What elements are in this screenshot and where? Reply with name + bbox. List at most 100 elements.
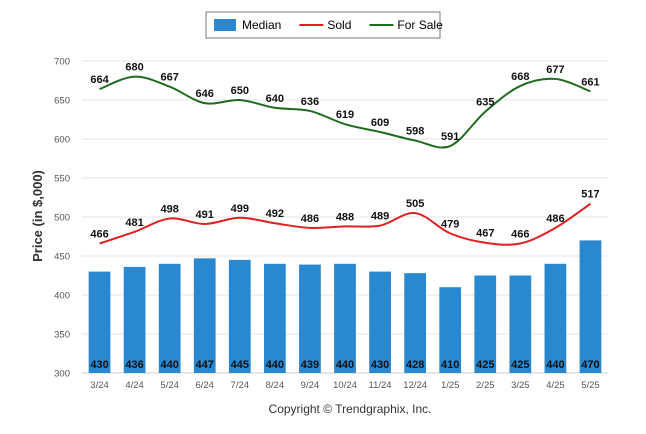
x-tick-label: 6/24 — [195, 380, 214, 391]
sold-value-label: 499 — [231, 203, 249, 215]
median-bar-value: 436 — [125, 359, 143, 371]
sold-value-label: 488 — [336, 211, 354, 223]
for-sale-value-label: 680 — [125, 62, 143, 74]
x-tick-label: 9/24 — [301, 380, 320, 391]
sold-value-label: 486 — [301, 213, 319, 225]
for-sale-value-label: 609 — [371, 117, 389, 129]
median-bars — [88, 240, 602, 373]
y-axis-label: Price (in $,000) — [30, 170, 45, 262]
sold-value-label: 491 — [196, 209, 214, 221]
median-bar-value: 428 — [406, 359, 424, 371]
series-lines — [99, 75, 592, 246]
legend-label-median: Median — [242, 18, 281, 32]
sold-value-label: 479 — [441, 218, 459, 230]
x-tick-label: 3/24 — [90, 380, 109, 391]
median-bar-labels: 430 436 440 447 445 440 439 440 430 428 410 425 425 4… — [90, 359, 599, 371]
y-axis-ticks: 300 350 400 450 500 550 600 650 700 — [54, 57, 70, 380]
median-bar — [509, 275, 532, 373]
sold-value-label: 486 — [546, 213, 564, 225]
median-bar — [544, 263, 567, 373]
y-tick-label: 350 — [54, 330, 70, 341]
median-bar — [193, 258, 216, 373]
median-bar-value: 430 — [371, 359, 389, 371]
for-sale-line — [99, 75, 591, 149]
sold-value-label: 481 — [125, 217, 143, 229]
for-sale-value-label: 664 — [90, 74, 109, 86]
y-tick-label: 700 — [54, 57, 70, 68]
median-bar — [474, 275, 497, 373]
median-bar — [579, 240, 602, 373]
median-bar — [228, 259, 251, 373]
x-tick-label: 4/24 — [125, 380, 144, 391]
median-bar-value: 425 — [476, 359, 494, 371]
for-sale-value-label: 667 — [160, 72, 178, 84]
median-bar-value: 445 — [231, 359, 249, 371]
median-bar — [299, 264, 321, 373]
sold-value-label: 466 — [511, 229, 529, 241]
legend-swatch-median — [214, 19, 236, 31]
x-tick-label: 10/24 — [333, 380, 357, 391]
median-bar — [404, 273, 427, 373]
median-bar — [88, 271, 111, 373]
series-data-labels: 466 481 498 491 499 492 486 488 489 505 479 467 466 4… — [90, 62, 599, 241]
x-tick-label: 4/25 — [546, 380, 565, 391]
sold-value-label: 505 — [406, 198, 424, 210]
legend-label-sold: Sold — [327, 18, 351, 32]
legend: Median Sold For Sale — [205, 11, 443, 39]
median-bar-value: 430 — [90, 359, 108, 371]
sold-value-label: 492 — [266, 208, 284, 220]
median-bar-value: 425 — [511, 359, 529, 371]
x-tick-label: 2/25 — [476, 380, 495, 391]
for-sale-value-label: 591 — [441, 131, 459, 143]
for-sale-value-label: 668 — [511, 71, 529, 83]
x-tick-label: 12/24 — [403, 380, 427, 391]
for-sale-value-label: 640 — [266, 93, 284, 105]
median-bar — [123, 266, 146, 373]
x-tick-label: 3/25 — [511, 380, 530, 391]
median-bar-value: 447 — [196, 359, 214, 371]
median-bar — [334, 263, 356, 373]
for-sale-value-label: 619 — [336, 109, 354, 121]
for-sale-value-label: 650 — [231, 85, 249, 97]
median-bar — [158, 263, 181, 373]
median-bar — [263, 263, 286, 373]
sold-value-label: 466 — [90, 229, 108, 241]
x-tick-label: 5/25 — [581, 380, 600, 391]
copyright-footer: Copyright © Trendgraphix, Inc. — [269, 402, 432, 416]
x-tick-label: 7/24 — [231, 380, 250, 391]
median-bar — [439, 287, 462, 373]
for-sale-value-label: 635 — [476, 97, 494, 109]
legend-label-for-sale: For Sale — [397, 18, 443, 32]
y-tick-label: 400 — [54, 291, 70, 302]
for-sale-value-label: 636 — [301, 96, 319, 108]
median-bar-value: 440 — [546, 359, 564, 371]
for-sale-value-label: 677 — [546, 64, 564, 76]
x-tick-label: 5/24 — [160, 380, 179, 391]
x-tick-label: 8/24 — [266, 380, 285, 391]
for-sale-value-label: 598 — [406, 126, 424, 138]
x-tick-label: 11/24 — [369, 380, 392, 391]
for-sale-value-label: 646 — [196, 88, 214, 100]
median-bar-value: 410 — [441, 359, 459, 371]
for-sale-value-label: 661 — [581, 76, 599, 88]
y-tick-label: 300 — [54, 369, 70, 380]
y-tick-label: 600 — [54, 135, 70, 146]
median-bar — [369, 271, 391, 373]
sold-value-label: 498 — [160, 204, 178, 216]
y-tick-label: 550 — [54, 174, 70, 185]
median-bar-value: 440 — [160, 359, 178, 371]
median-bar-value: 440 — [266, 359, 284, 371]
median-bar-value: 440 — [336, 359, 354, 371]
sold-value-label: 489 — [371, 211, 389, 223]
median-bar-value: 470 — [581, 359, 599, 371]
x-axis-ticks: 3/24 4/24 5/24 6/24 7/24 8/24 9/24 10/24 11/24 12… — [90, 380, 599, 391]
y-tick-label: 650 — [54, 96, 70, 107]
sold-value-label: 467 — [476, 228, 494, 240]
x-tick-label: 1/25 — [441, 380, 460, 391]
sold-line — [99, 202, 592, 246]
median-bar-value: 439 — [301, 359, 319, 371]
sold-value-label: 517 — [581, 189, 599, 201]
y-tick-label: 450 — [54, 252, 70, 263]
y-tick-label: 500 — [54, 213, 70, 224]
